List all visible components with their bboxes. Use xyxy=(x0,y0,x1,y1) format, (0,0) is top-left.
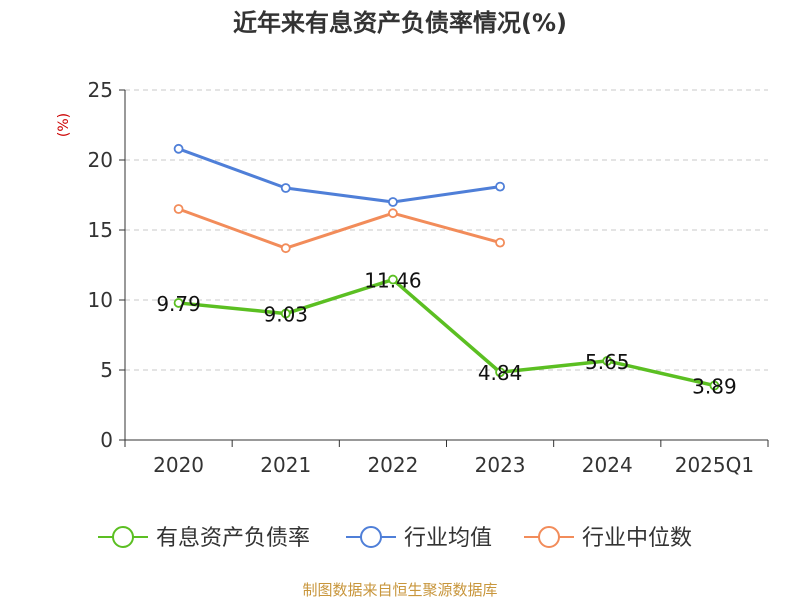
data-labels: 9.79 9.03 11.46 4.84 5.65 3.89 xyxy=(156,269,736,399)
data-point xyxy=(388,197,398,207)
chart-title: 近年来有息资产负债率情况(%) xyxy=(233,9,567,37)
y-tick-label: 10 xyxy=(88,288,113,312)
source-note: 制图数据来自恒生聚源数据库 xyxy=(302,581,498,599)
data-point xyxy=(495,237,505,248)
data-point xyxy=(280,183,291,193)
legend-label-2: 行业中位数 xyxy=(582,526,692,551)
data-point xyxy=(495,367,505,378)
grid-lines xyxy=(125,89,768,371)
x-tick-label: 2021 xyxy=(260,453,311,477)
y-tick-label: 20 xyxy=(88,148,113,172)
data-point xyxy=(173,143,184,154)
data-point xyxy=(280,308,291,319)
data-label: 5.65 xyxy=(585,350,630,374)
data-point xyxy=(388,274,398,285)
x-tick-label: 2025Q1 xyxy=(675,453,754,477)
series-line-0 xyxy=(178,277,715,388)
data-label: 9.79 xyxy=(156,292,201,316)
y-axis-unit-label: (%) xyxy=(56,113,72,137)
y-tick-label: 15 xyxy=(88,218,113,242)
y-tick-label: 5 xyxy=(100,358,113,382)
data-point xyxy=(173,298,184,308)
data-point xyxy=(280,243,291,254)
data-point xyxy=(388,208,398,219)
legend-marker-0 xyxy=(112,526,134,548)
x-tick-label: 2023 xyxy=(475,453,526,477)
data-label: 11.46 xyxy=(364,269,421,293)
data-label: 4.84 xyxy=(478,361,523,385)
series-line-1 xyxy=(178,147,501,204)
legend: 有息资产负债率 行业均值 行业中位数 xyxy=(98,526,692,551)
legend-marker-2 xyxy=(538,526,560,548)
data-point xyxy=(173,204,184,214)
data-label: 3.89 xyxy=(692,375,737,399)
y-tick-label: 25 xyxy=(88,78,113,102)
axes: 0 5 10 15 20 25 (%) 2020 2021 2022 2023 2024 2025Q1 xyxy=(56,78,769,477)
x-tick-label: 2022 xyxy=(367,453,418,477)
data-point xyxy=(495,181,505,192)
data-point xyxy=(709,380,720,391)
data-label: 9.03 xyxy=(263,303,308,327)
legend-marker-1 xyxy=(360,526,382,548)
legend-label-0: 有息资产负债率 xyxy=(156,526,310,551)
y-tick-label: 0 xyxy=(100,428,113,452)
data-point xyxy=(602,355,613,366)
x-tick-label: 2020 xyxy=(153,453,204,477)
series-line-2 xyxy=(178,207,501,250)
x-tick-label: 2024 xyxy=(582,453,633,477)
legend-label-1: 行业均值 xyxy=(404,526,492,551)
series-lines xyxy=(173,143,720,391)
